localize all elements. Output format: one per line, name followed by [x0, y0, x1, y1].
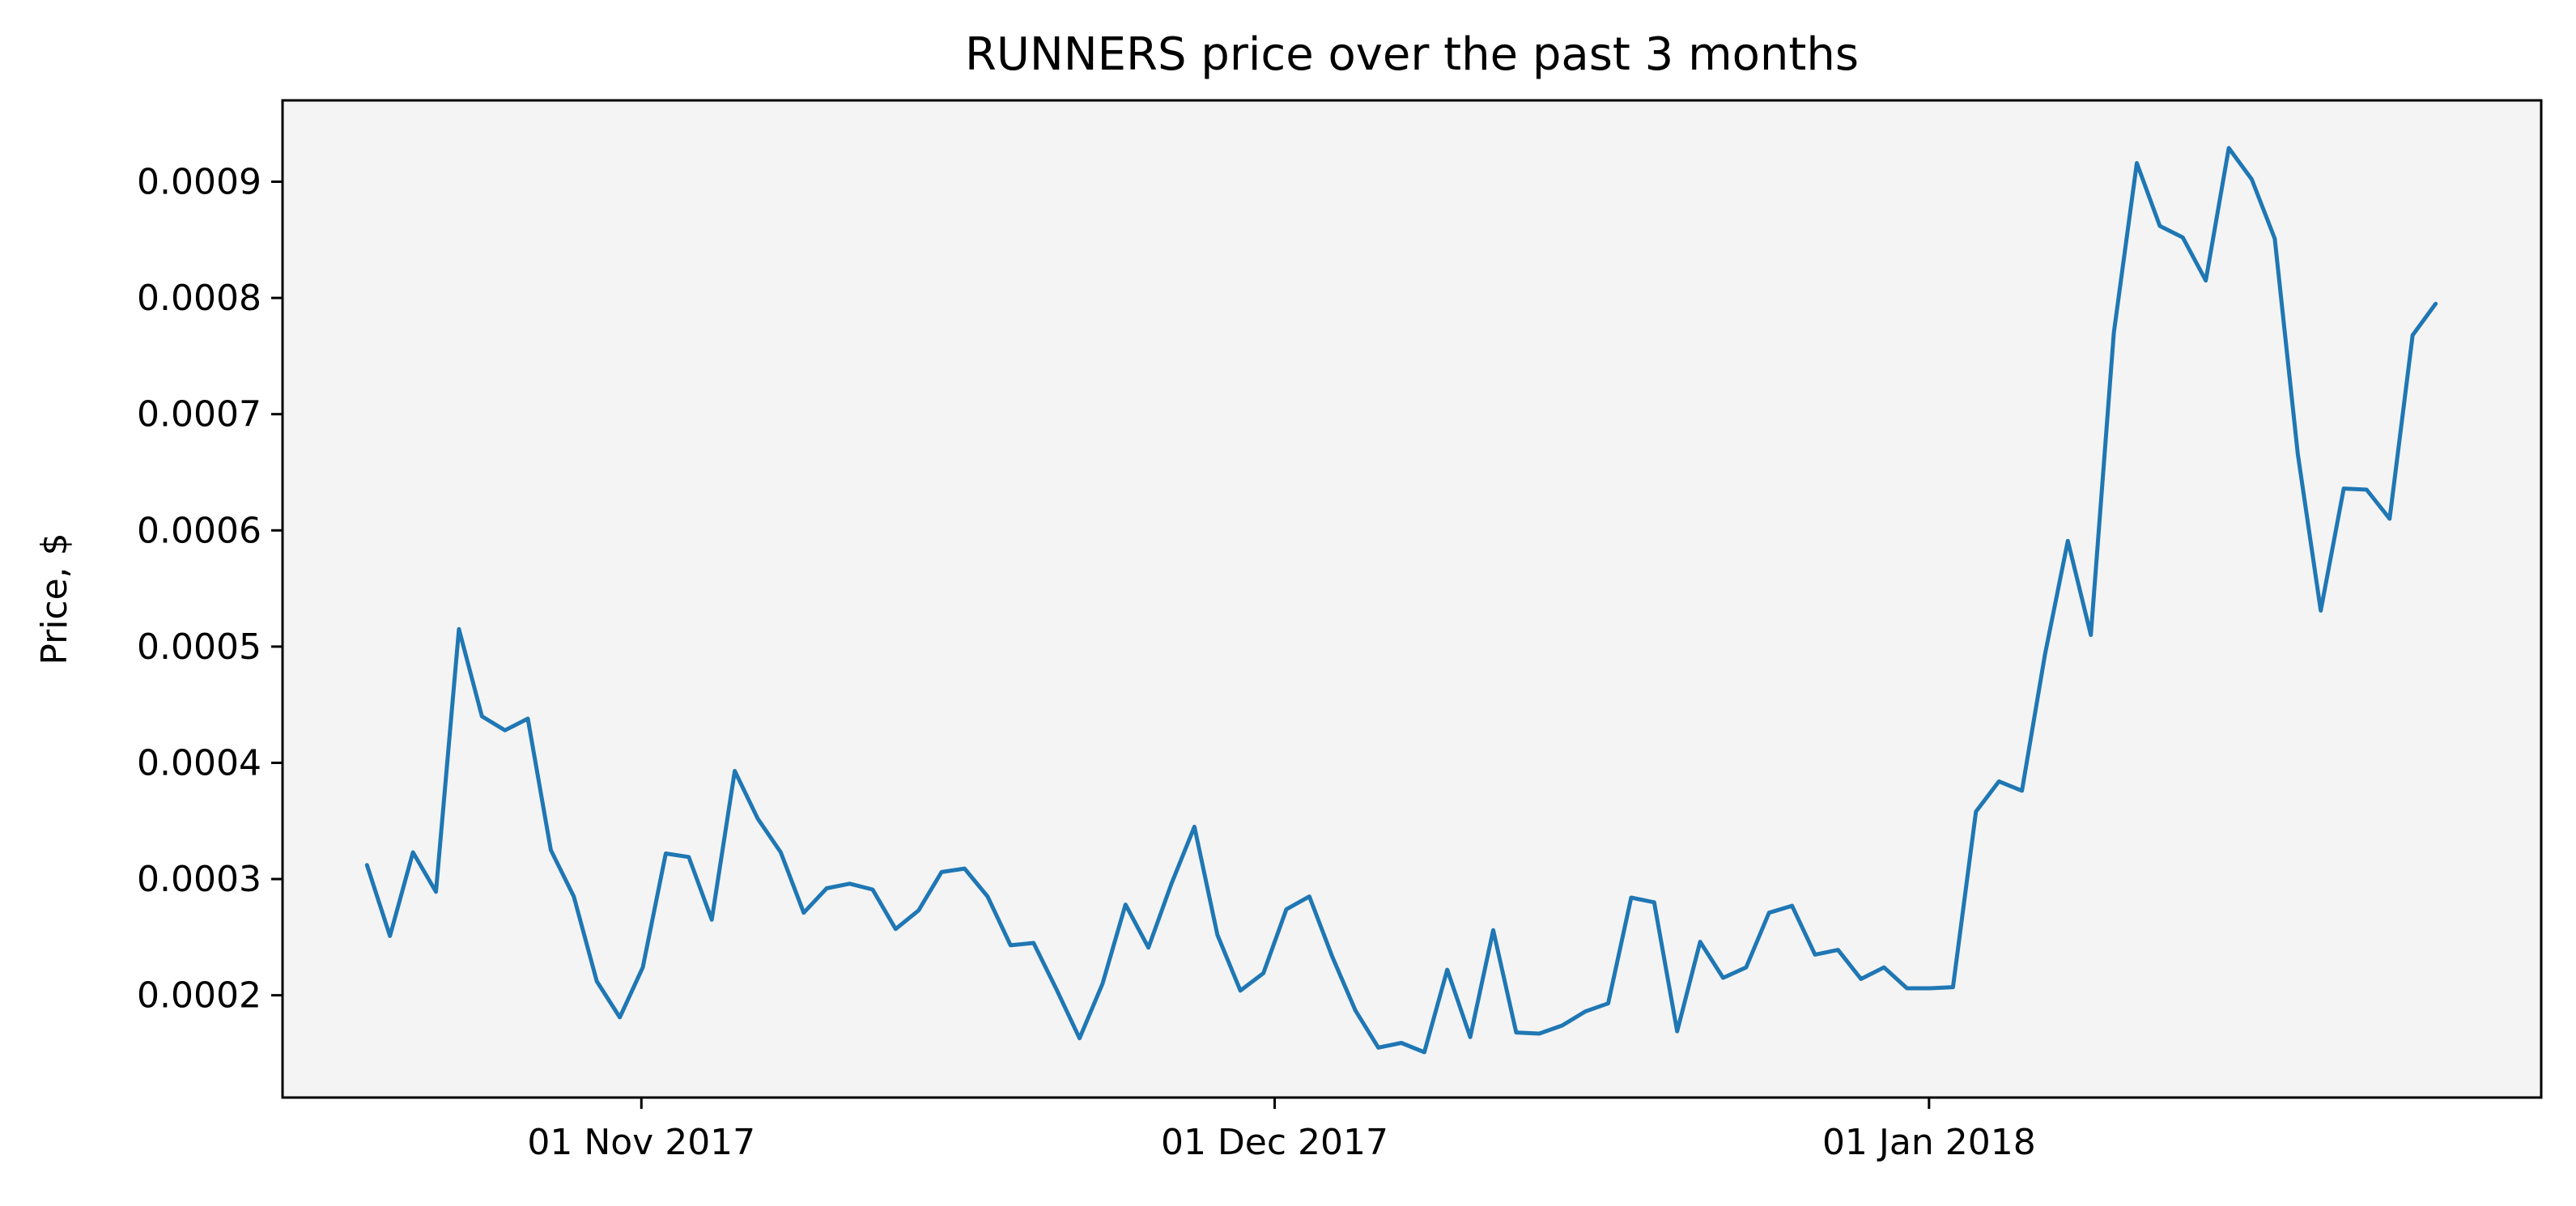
- x-tick-label: 01 Jan 2018: [1822, 1122, 2036, 1163]
- x-tick-label: 01 Dec 2017: [1161, 1122, 1388, 1163]
- price-series-line: [364, 146, 2438, 1055]
- y-tick-label: 0.0004: [137, 742, 261, 783]
- y-tick-label: 0.0007: [137, 394, 261, 435]
- y-tick-label: 0.0003: [137, 859, 261, 900]
- y-axis-label: Price, $: [34, 533, 75, 665]
- x-axis: 01 Nov 2017 01 Dec 2017 01 Jan 2018: [527, 1098, 2036, 1163]
- series-layer: [364, 146, 2438, 1055]
- y-tick-label: 0.0009: [137, 162, 261, 203]
- x-tick-label: 01 Nov 2017: [527, 1122, 755, 1163]
- y-tick-label: 0.0006: [137, 510, 261, 551]
- y-axis: 0.0002 0.0003 0.0004 0.0005 0.0006 0.0007 0.00…: [137, 162, 283, 1017]
- chart-title: RUNNERS price over the past 3 months: [965, 28, 1859, 81]
- y-tick-label: 0.0008: [137, 278, 261, 319]
- y-tick-label: 0.0005: [137, 626, 261, 668]
- plot-area: [281, 99, 2543, 1099]
- y-tick-label: 0.0002: [137, 975, 261, 1017]
